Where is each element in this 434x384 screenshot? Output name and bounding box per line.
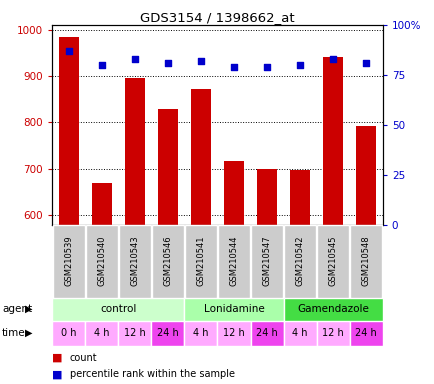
Bar bbox=[250, 321, 283, 346]
Text: GSM210544: GSM210544 bbox=[229, 236, 238, 286]
Text: count: count bbox=[69, 353, 97, 363]
Text: ▶: ▶ bbox=[24, 304, 32, 314]
Bar bbox=[355, 126, 375, 225]
Point bbox=[164, 60, 171, 66]
Text: GSM210540: GSM210540 bbox=[97, 236, 106, 286]
Text: percentile rank within the sample: percentile rank within the sample bbox=[69, 369, 234, 379]
Text: 24 h: 24 h bbox=[157, 328, 178, 338]
Bar bbox=[185, 225, 216, 298]
Text: GSM210548: GSM210548 bbox=[361, 236, 370, 286]
Text: GSM210545: GSM210545 bbox=[328, 236, 337, 286]
Bar bbox=[289, 170, 309, 225]
Bar bbox=[158, 109, 178, 225]
Point bbox=[131, 56, 138, 62]
Text: ■: ■ bbox=[52, 353, 62, 363]
Bar bbox=[322, 58, 342, 225]
Bar bbox=[251, 225, 282, 298]
Bar bbox=[53, 225, 84, 298]
Bar bbox=[152, 225, 183, 298]
Bar bbox=[86, 225, 117, 298]
Text: 24 h: 24 h bbox=[256, 328, 277, 338]
Text: 12 h: 12 h bbox=[223, 328, 244, 338]
Bar bbox=[284, 225, 315, 298]
Text: time: time bbox=[2, 328, 26, 338]
Text: ▶: ▶ bbox=[24, 328, 32, 338]
Point bbox=[197, 58, 204, 64]
Text: agent: agent bbox=[2, 304, 32, 314]
Text: control: control bbox=[100, 304, 136, 314]
Text: 0 h: 0 h bbox=[61, 328, 76, 338]
Point bbox=[329, 56, 336, 62]
Text: GSM210547: GSM210547 bbox=[262, 236, 271, 286]
Point bbox=[230, 64, 237, 70]
Bar bbox=[92, 183, 112, 225]
Point bbox=[362, 60, 369, 66]
Text: Gamendazole: Gamendazole bbox=[296, 304, 368, 314]
Text: 12 h: 12 h bbox=[322, 328, 343, 338]
Bar bbox=[283, 321, 316, 346]
Text: 12 h: 12 h bbox=[124, 328, 145, 338]
Text: 4 h: 4 h bbox=[94, 328, 109, 338]
Bar bbox=[125, 78, 145, 225]
Bar bbox=[350, 225, 381, 298]
Bar bbox=[217, 321, 250, 346]
Text: 4 h: 4 h bbox=[193, 328, 208, 338]
Bar bbox=[118, 321, 151, 346]
Text: ■: ■ bbox=[52, 369, 62, 379]
Bar bbox=[52, 321, 85, 346]
Text: 4 h: 4 h bbox=[292, 328, 307, 338]
Title: GDS3154 / 1398662_at: GDS3154 / 1398662_at bbox=[140, 11, 294, 24]
Bar bbox=[218, 225, 249, 298]
Point bbox=[65, 48, 72, 54]
Text: GSM210541: GSM210541 bbox=[196, 236, 205, 286]
Bar bbox=[184, 298, 283, 321]
Text: Lonidamine: Lonidamine bbox=[203, 304, 264, 314]
Bar bbox=[52, 298, 184, 321]
Bar bbox=[184, 321, 217, 346]
Point bbox=[263, 64, 270, 70]
Bar bbox=[256, 169, 276, 225]
Text: 24 h: 24 h bbox=[355, 328, 376, 338]
Bar bbox=[317, 225, 348, 298]
Bar bbox=[151, 321, 184, 346]
Text: GSM210543: GSM210543 bbox=[130, 236, 139, 286]
Bar bbox=[85, 321, 118, 346]
Bar bbox=[349, 321, 382, 346]
Point bbox=[98, 62, 105, 68]
Bar bbox=[119, 225, 150, 298]
Point bbox=[296, 62, 303, 68]
Bar bbox=[316, 321, 349, 346]
Bar bbox=[283, 298, 382, 321]
Bar bbox=[191, 89, 210, 225]
Text: GSM210546: GSM210546 bbox=[163, 236, 172, 286]
Bar bbox=[224, 161, 243, 225]
Bar bbox=[59, 36, 79, 225]
Text: GSM210539: GSM210539 bbox=[64, 236, 73, 286]
Text: GSM210542: GSM210542 bbox=[295, 236, 304, 286]
